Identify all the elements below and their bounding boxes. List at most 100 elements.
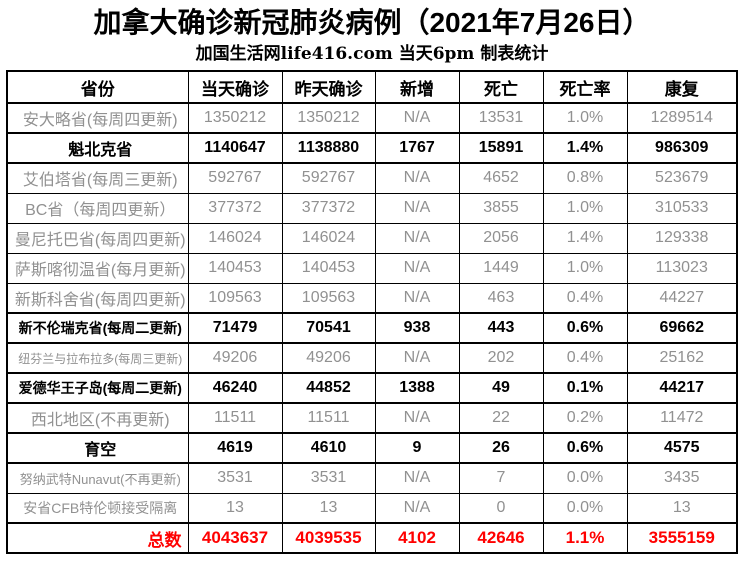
province-cell: 萨斯喀彻温省(每月更新) bbox=[6, 252, 189, 284]
recovered-cell: 1289514 bbox=[626, 102, 738, 134]
province-cell: BC省（每周四更新） bbox=[6, 192, 189, 224]
yesterday-cell: 44852 bbox=[281, 372, 376, 404]
table-row-manitoba: 曼尼托巴省(每周四更新) 146024 146024 N/A 2056 1.4%… bbox=[6, 222, 738, 254]
new-cell: N/A bbox=[374, 102, 460, 134]
new-cell: N/A bbox=[374, 492, 460, 524]
col-header-deaths: 死亡 bbox=[458, 70, 544, 104]
recovered-cell: 13 bbox=[626, 492, 738, 524]
table-row-newfoundland: 纽芬兰与拉布拉多(每周三更新) 49206 49206 N/A 202 0.4%… bbox=[6, 342, 738, 374]
deaths-cell: 3855 bbox=[458, 192, 544, 224]
recovered-cell: 310533 bbox=[626, 192, 738, 224]
today-cell: 11511 bbox=[187, 402, 283, 434]
province-cell: 安大略省(每周四更新) bbox=[6, 102, 189, 134]
totals-deaths-cell: 42646 bbox=[458, 522, 544, 554]
province-cell: 西北地区(不再更新) bbox=[6, 402, 189, 434]
death-rate-cell: 0.6% bbox=[542, 432, 628, 464]
new-cell: N/A bbox=[374, 192, 460, 224]
deaths-cell: 202 bbox=[458, 342, 544, 374]
new-cell: N/A bbox=[374, 162, 460, 194]
death-rate-cell: 0.8% bbox=[542, 162, 628, 194]
table-row-yukon: 育空 4619 4610 9 26 0.6% 4575 bbox=[6, 432, 738, 464]
province-cell: 努纳武特Nunavut(不再更新) bbox=[6, 462, 189, 494]
province-cell: 曼尼托巴省(每周四更新) bbox=[6, 222, 189, 254]
new-cell: N/A bbox=[374, 342, 460, 374]
today-cell: 1140647 bbox=[187, 132, 283, 164]
table-row-bc: BC省（每周四更新） 377372 377372 N/A 3855 1.0% 3… bbox=[6, 192, 738, 224]
table-row-cfb-trenton: 安省CFB特伦顿接受隔离 13 13 N/A 0 0.0% 13 bbox=[6, 492, 738, 524]
table-row-alberta: 艾伯塔省(每周三更新) 592767 592767 N/A 4652 0.8% … bbox=[6, 162, 738, 194]
province-cell: 纽芬兰与拉布拉多(每周三更新) bbox=[6, 342, 189, 374]
yesterday-cell: 1350212 bbox=[281, 102, 376, 134]
death-rate-cell: 0.0% bbox=[542, 462, 628, 494]
deaths-cell: 2056 bbox=[458, 222, 544, 254]
new-cell: 1388 bbox=[374, 372, 460, 404]
death-rate-cell: 0.0% bbox=[542, 492, 628, 524]
yesterday-cell: 592767 bbox=[281, 162, 376, 194]
col-header-recovered: 康复 bbox=[626, 70, 738, 104]
totals-recovered-cell: 3555159 bbox=[626, 522, 738, 554]
yesterday-cell: 3531 bbox=[281, 462, 376, 494]
table-row-nunavut: 努纳武特Nunavut(不再更新) 3531 3531 N/A 7 0.0% 3… bbox=[6, 462, 738, 494]
header-row: 省份 当天确诊 昨天确诊 新增 死亡 死亡率 康复 bbox=[6, 70, 738, 104]
col-header-yesterday: 昨天确诊 bbox=[281, 70, 376, 104]
new-cell: N/A bbox=[374, 252, 460, 284]
today-cell: 377372 bbox=[187, 192, 283, 224]
today-cell: 3531 bbox=[187, 462, 283, 494]
recovered-cell: 44227 bbox=[626, 282, 738, 314]
new-cell: N/A bbox=[374, 462, 460, 494]
recovered-cell: 986309 bbox=[626, 132, 738, 164]
province-cell: 安省CFB特伦顿接受隔离 bbox=[6, 492, 189, 524]
deaths-cell: 4652 bbox=[458, 162, 544, 194]
new-cell: 9 bbox=[374, 432, 460, 464]
death-rate-cell: 0.4% bbox=[542, 342, 628, 374]
province-cell: 爱德华王子岛(每周二更新) bbox=[6, 372, 189, 404]
table-row-northwest-territories: 西北地区(不再更新) 11511 11511 N/A 22 0.2% 11472 bbox=[6, 402, 738, 434]
table-row-saskatchewan: 萨斯喀彻温省(每月更新) 140453 140453 N/A 1449 1.0%… bbox=[6, 252, 738, 284]
totals-label: 总数 bbox=[6, 522, 189, 554]
recovered-cell: 25162 bbox=[626, 342, 738, 374]
table-row-nova-scotia: 新斯科舍省(每周四更新) 109563 109563 N/A 463 0.4% … bbox=[6, 282, 738, 314]
recovered-cell: 44217 bbox=[626, 372, 738, 404]
table-row-new-brunswick: 新不伦瑞克省(每周二更新) 71479 70541 938 443 0.6% 6… bbox=[6, 312, 738, 344]
covid-stats-table: 省份 当天确诊 昨天确诊 新增 死亡 死亡率 康复 安大略省(每周四更新) 13… bbox=[6, 70, 738, 554]
province-cell: 艾伯塔省(每周三更新) bbox=[6, 162, 189, 194]
province-cell: 新斯科舍省(每周四更新) bbox=[6, 282, 189, 314]
totals-today-cell: 4043637 bbox=[187, 522, 283, 554]
death-rate-cell: 0.6% bbox=[542, 312, 628, 344]
yesterday-cell: 109563 bbox=[281, 282, 376, 314]
new-cell: 938 bbox=[374, 312, 460, 344]
death-rate-cell: 1.4% bbox=[542, 222, 628, 254]
table-row-ontario: 安大略省(每周四更新) 1350212 1350212 N/A 13531 1.… bbox=[6, 102, 738, 134]
yesterday-cell: 140453 bbox=[281, 252, 376, 284]
totals-yesterday-cell: 4039535 bbox=[281, 522, 376, 554]
death-rate-cell: 1.0% bbox=[542, 102, 628, 134]
page-subtitle: 加国生活网life416.com 当天6pm 制表统计 bbox=[195, 44, 549, 64]
today-cell: 1350212 bbox=[187, 102, 283, 134]
recovered-cell: 523679 bbox=[626, 162, 738, 194]
new-cell: N/A bbox=[374, 282, 460, 314]
new-cell: 1767 bbox=[374, 132, 460, 164]
deaths-cell: 7 bbox=[458, 462, 544, 494]
recovered-cell: 11472 bbox=[626, 402, 738, 434]
recovered-cell: 113023 bbox=[626, 252, 738, 284]
today-cell: 146024 bbox=[187, 222, 283, 254]
yesterday-cell: 11511 bbox=[281, 402, 376, 434]
recovered-cell: 4575 bbox=[626, 432, 738, 464]
deaths-cell: 1449 bbox=[458, 252, 544, 284]
death-rate-cell: 0.4% bbox=[542, 282, 628, 314]
death-rate-cell: 0.1% bbox=[542, 372, 628, 404]
yesterday-cell: 146024 bbox=[281, 222, 376, 254]
death-rate-cell: 1.0% bbox=[542, 252, 628, 284]
death-rate-cell: 1.4% bbox=[542, 132, 628, 164]
today-cell: 71479 bbox=[187, 312, 283, 344]
deaths-cell: 0 bbox=[458, 492, 544, 524]
death-rate-cell: 1.0% bbox=[542, 192, 628, 224]
today-cell: 140453 bbox=[187, 252, 283, 284]
recovered-cell: 129338 bbox=[626, 222, 738, 254]
province-cell: 育空 bbox=[6, 432, 189, 464]
deaths-cell: 26 bbox=[458, 432, 544, 464]
table-row-quebec: 魁北克省 1140647 1138880 1767 15891 1.4% 986… bbox=[6, 132, 738, 164]
deaths-cell: 49 bbox=[458, 372, 544, 404]
col-header-today: 当天确诊 bbox=[187, 70, 283, 104]
recovered-cell: 3435 bbox=[626, 462, 738, 494]
